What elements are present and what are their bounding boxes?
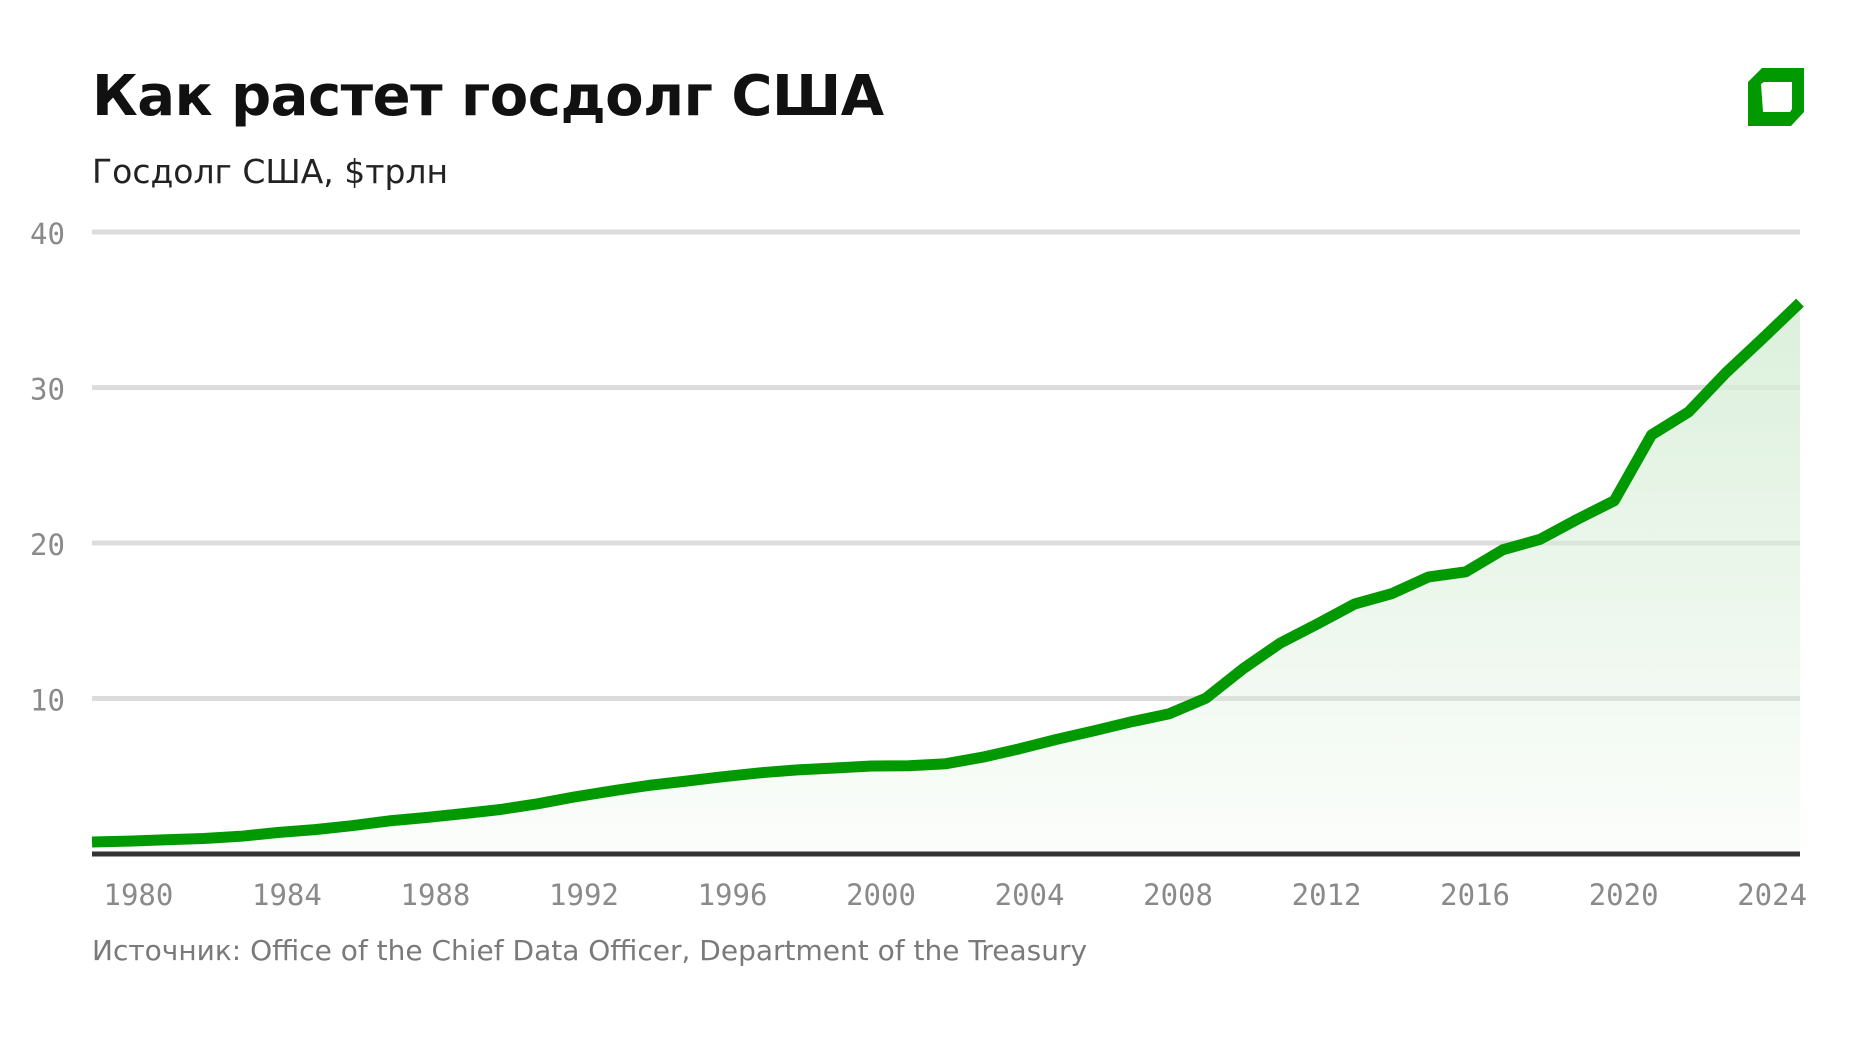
y-tick-label: 30	[30, 373, 65, 407]
x-tick-label: 2016	[1440, 878, 1510, 912]
x-tick-label: 1996	[698, 878, 768, 912]
source-note: Источник: Office of the Chief Data Offic…	[92, 934, 1088, 967]
x-tick-label: 2012	[1292, 878, 1362, 912]
chart-title: Как растет госдолг США	[92, 64, 884, 129]
x-tick-label: 1980	[103, 878, 173, 912]
x-tick-label: 2008	[1143, 878, 1213, 912]
x-tick-label: 1984	[252, 878, 322, 912]
green-square-logo-icon	[1748, 68, 1804, 126]
x-tick-label: 1992	[549, 878, 619, 912]
y-tick-label: 10	[30, 684, 65, 718]
x-tick-label: 2020	[1589, 878, 1659, 912]
debt-area	[92, 302, 1800, 855]
x-tick-label: 2024	[1737, 878, 1807, 912]
x-tick-label: 2004	[995, 878, 1065, 912]
chart-subtitle: Госдолг США, $трлн	[92, 152, 449, 191]
y-tick-label: 20	[30, 528, 65, 562]
x-tick-label: 1988	[401, 878, 471, 912]
y-tick-label: 40	[30, 217, 65, 251]
x-tick-label: 2000	[846, 878, 916, 912]
